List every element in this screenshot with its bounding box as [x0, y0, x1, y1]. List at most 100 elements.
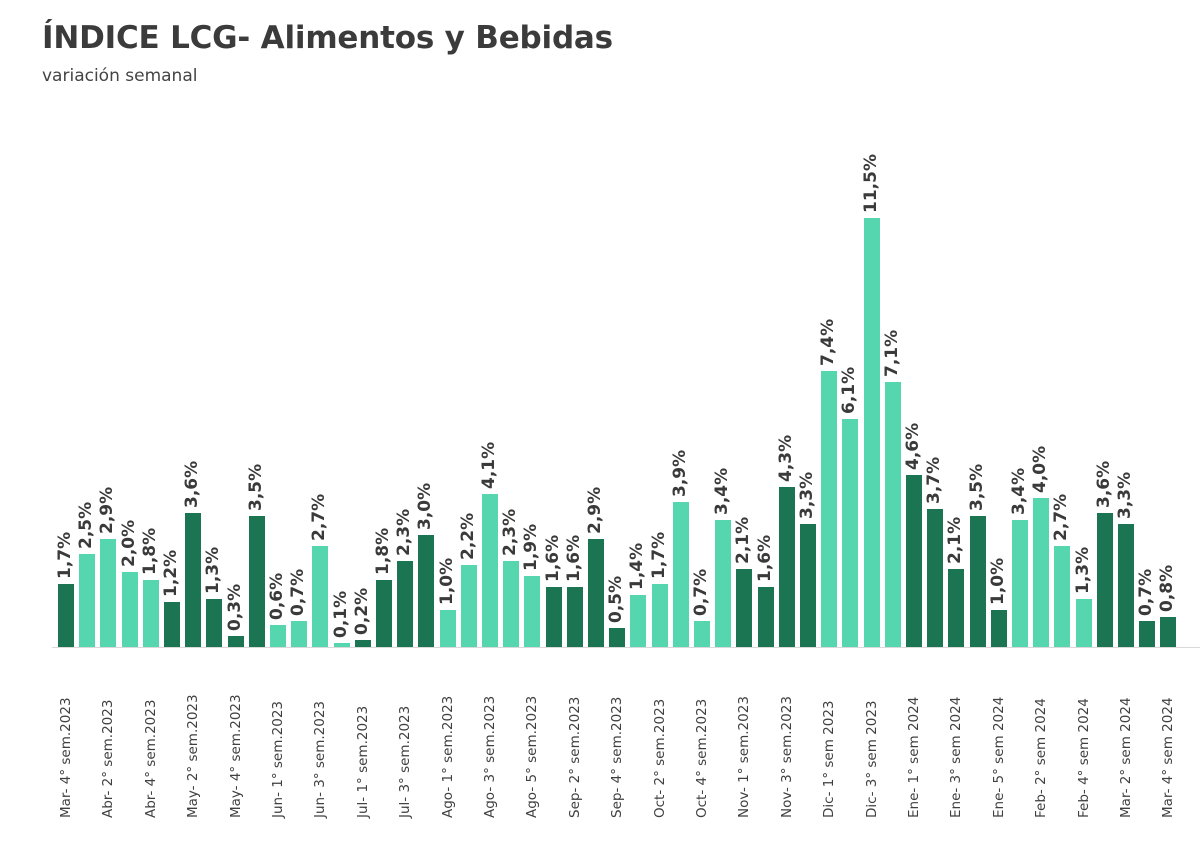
bar-value-label: 2,5%	[76, 501, 97, 549]
bar-value-label: 0,1%	[330, 591, 351, 639]
bar	[990, 609, 1007, 647]
x-tick-label: Abr- 2° sem.2023	[100, 699, 117, 818]
bar	[460, 564, 477, 647]
bar	[1139, 620, 1156, 647]
x-tick-label: Jul- 3° sem.2023	[397, 705, 414, 818]
bar	[121, 572, 138, 647]
bar-value-label: 2,2%	[457, 512, 478, 560]
bar	[863, 218, 880, 647]
bar	[545, 587, 562, 647]
bar-value-label: 7,1%	[881, 330, 902, 378]
x-tick-label: Dic- 3° sem 2023	[863, 700, 880, 819]
bar-value-label: 0,5%	[606, 576, 627, 624]
bar-value-label: 3,7%	[924, 456, 945, 504]
bar-value-label: 1,6%	[542, 535, 563, 583]
bar-value-label: 0,7%	[288, 568, 309, 616]
x-tick-label: Sep- 4° sem.2023	[609, 696, 626, 818]
bar-value-label: 1,2%	[161, 550, 181, 598]
bar	[969, 516, 986, 647]
bar-value-label: 0,2%	[351, 587, 372, 635]
bar	[1160, 617, 1177, 647]
x-axis-line	[52, 647, 1200, 648]
bar-value-label: 1,4%	[627, 542, 648, 590]
bar-value-label: 1,6%	[754, 535, 775, 583]
bar	[630, 594, 647, 647]
bar-value-label: 3,5%	[966, 464, 987, 512]
bar	[376, 579, 392, 647]
bar-value-label: 3,0%	[415, 482, 436, 531]
chart-title: ÍNDICE LCG- Alimentos y Bebidas	[42, 20, 613, 56]
bar-value-label: 2,1%	[945, 516, 966, 564]
bar-value-label: 2,9%	[585, 486, 605, 534]
bar	[821, 370, 838, 647]
bar	[248, 516, 265, 647]
bar-value-label: 1,8%	[373, 527, 393, 575]
bar	[651, 583, 668, 647]
bar	[312, 546, 329, 647]
bar-value-label: 1,7%	[648, 531, 669, 579]
bar	[354, 639, 371, 647]
bar-value-label: 3,4%	[712, 468, 733, 516]
bar-value-label: 3,3%	[1115, 471, 1135, 519]
bar-value-label: 4,3%	[775, 434, 796, 482]
bar-value-label: 1,3%	[203, 546, 224, 594]
bar	[609, 628, 626, 647]
x-tick-label: Mar- 4° sem 2024	[1160, 697, 1177, 818]
x-tick-label: Jun- 1° sem.2023	[270, 700, 286, 818]
x-tick-label: Nov- 1° sem.2023	[736, 696, 753, 818]
bar	[503, 561, 520, 647]
bar-value-label: 3,9%	[669, 449, 690, 497]
x-tick-label: Abr- 4° sem.2023	[142, 699, 159, 818]
x-tick-label: Ago- 1° sem.2023	[439, 695, 456, 818]
bar-value-label: 2,9%	[97, 486, 118, 534]
bar	[757, 587, 774, 647]
x-tick-label: Feb- 2° sem 2024	[1033, 698, 1050, 818]
bar-value-label: 6,1%	[839, 367, 860, 415]
bar	[1075, 598, 1092, 647]
bar-value-label: 0,3%	[224, 583, 245, 631]
bar	[927, 508, 944, 647]
bar-value-label: 0,6%	[267, 572, 287, 620]
bar	[524, 576, 541, 647]
bar	[906, 475, 922, 647]
bar	[778, 486, 795, 647]
x-tick-label: Dic- 1° sem 2023	[821, 700, 838, 819]
bar-value-label: 3,6%	[1093, 460, 1114, 508]
x-tick-label: Feb- 4° sem 2024	[1075, 698, 1092, 818]
bar	[185, 512, 202, 647]
x-tick-label: Ago- 5° sem.2023	[524, 695, 541, 818]
bar-value-label: 2,0%	[118, 520, 139, 568]
x-tick-label: Ene- 3° sem 2024	[948, 696, 965, 818]
bar-value-label: 1,0%	[436, 557, 457, 605]
bar	[672, 501, 689, 647]
bar	[842, 419, 859, 647]
x-tick-label: Mar- 2° sem 2024	[1118, 697, 1134, 818]
bar-value-label: 7,4%	[818, 318, 839, 366]
bar	[333, 643, 350, 647]
chart-subtitle: variación semanal	[42, 66, 198, 86]
x-tick-label: Mar- 4° sem.2023	[58, 697, 74, 818]
bar	[164, 602, 180, 647]
bar-value-label: 3,5%	[245, 464, 266, 512]
bar	[1012, 520, 1028, 647]
x-tick-label: Sep- 2° sem.2023	[566, 696, 583, 818]
bar	[418, 535, 435, 647]
bar	[1096, 512, 1113, 647]
x-tick-label: Ene- 5° sem 2024	[990, 696, 1007, 818]
bar	[291, 620, 308, 647]
bar	[884, 382, 901, 647]
x-tick-label: Ene- 1° sem 2024	[906, 696, 922, 818]
x-tick-label: Oct- 4° sem.2023	[694, 698, 710, 818]
bar	[694, 620, 710, 647]
x-tick-label: Ago- 3° sem.2023	[482, 695, 498, 818]
bar-value-label: 0,7%	[691, 568, 711, 616]
bar-value-label: 1,3%	[1072, 546, 1093, 594]
bar	[1054, 546, 1071, 647]
bar-value-label: 1,7%	[55, 531, 75, 579]
bar	[800, 523, 816, 647]
bar-value-label: 11,5%	[860, 154, 881, 214]
bar-value-label: 4,0%	[1030, 445, 1051, 493]
bar	[270, 624, 286, 647]
bar-value-label: 3,3%	[797, 471, 817, 519]
